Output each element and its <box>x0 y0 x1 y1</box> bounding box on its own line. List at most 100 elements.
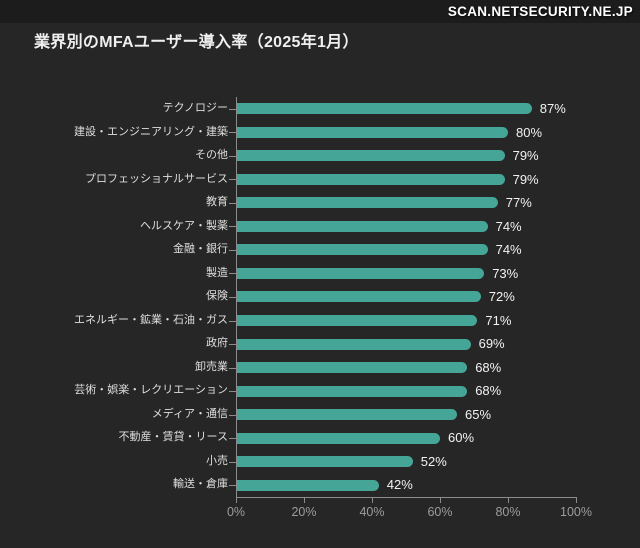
x-axis-tick-mark <box>576 498 577 503</box>
category-label: 不動産・賃貸・リース <box>118 431 228 444</box>
bar <box>237 244 488 256</box>
category-tick-mark <box>229 461 236 463</box>
category-label: その他 <box>195 149 228 162</box>
x-axis-tick-mark <box>236 498 237 503</box>
category-label: 政府 <box>206 337 228 350</box>
bar <box>237 267 485 279</box>
watermark-text: SCAN.NETSECURITY.NE.JP <box>447 4 633 19</box>
chart-row: 建設・エンジニアリング・建築 80% <box>0 121 640 145</box>
category-tick-mark <box>229 391 236 393</box>
category-tick-mark <box>229 202 236 204</box>
category-tick-mark <box>229 155 236 157</box>
chart-row: 政府 69% <box>0 332 640 356</box>
chart-row: 卸売業 68% <box>0 356 640 380</box>
value-label: 80% <box>516 124 543 140</box>
category-tick-mark <box>229 367 236 369</box>
category-label: 教育 <box>206 196 228 209</box>
chart-row: 芸術・娯楽・レクリエーション 68% <box>0 379 640 403</box>
chart-row: ヘルスケア・製薬 74% <box>0 215 640 239</box>
bar <box>237 173 505 185</box>
value-label: 79% <box>512 148 539 164</box>
bar-chart: テクノロジー 87% 建設・エンジニアリング・建築 80% その他 79% プロフェッショナ… <box>0 97 640 548</box>
bar <box>237 220 488 232</box>
bar <box>237 338 471 350</box>
bar <box>237 409 457 421</box>
category-tick-mark <box>229 273 236 275</box>
bar <box>237 103 532 115</box>
x-axis-tick-mark <box>508 498 509 503</box>
chart-row: プロフェッショナルサービス 79% <box>0 168 640 192</box>
category-label: 卸売業 <box>195 360 228 373</box>
value-label: 65% <box>465 406 492 422</box>
category-label: 小売 <box>206 454 228 467</box>
bar <box>237 456 413 468</box>
category-tick-mark <box>229 438 236 440</box>
bar <box>237 385 468 397</box>
chart-row: テクノロジー 87% <box>0 97 640 121</box>
category-tick-mark <box>229 108 236 110</box>
x-axis-tick-label: 100% <box>560 505 592 519</box>
category-label: 輸送・倉庫 <box>173 478 228 491</box>
chart-row: メディア・通信 65% <box>0 403 640 427</box>
y-axis-line <box>236 97 237 498</box>
chart-row: 保険 72% <box>0 285 640 309</box>
value-label: 60% <box>448 430 475 446</box>
chart-row: エネルギー・鉱業・石油・ガス 71% <box>0 309 640 333</box>
category-tick-mark <box>229 132 236 134</box>
chart-row: 小売 52% <box>0 450 640 474</box>
bar <box>237 150 505 162</box>
bar <box>237 432 440 444</box>
chart-row: 不動産・賃貸・リース 60% <box>0 426 640 450</box>
x-axis-tick-label: 20% <box>291 505 317 519</box>
category-label: ヘルスケア・製薬 <box>140 219 228 232</box>
bar <box>237 197 498 209</box>
category-label: メディア・通信 <box>151 407 228 420</box>
category-tick-mark <box>229 226 236 228</box>
value-label: 77% <box>505 195 532 211</box>
x-axis-tick-mark <box>440 498 441 503</box>
value-label: 73% <box>492 265 519 281</box>
x-axis-tick-label: 60% <box>427 505 453 519</box>
category-tick-mark <box>229 485 236 487</box>
value-label: 42% <box>386 477 413 493</box>
category-label: プロフェッショナルサービス <box>85 172 228 185</box>
chart-title: 業界別のMFAユーザー導入率（2025年1月） <box>34 34 359 51</box>
category-tick-mark <box>229 344 236 346</box>
category-label: 保険 <box>206 290 228 303</box>
x-axis-tick-label: 80% <box>495 505 521 519</box>
category-label: テクノロジー <box>162 102 228 114</box>
category-label: 製造 <box>206 266 228 279</box>
category-label: 芸術・娯楽・レクリエーション <box>74 384 228 397</box>
value-label: 68% <box>475 359 502 375</box>
bar <box>237 315 478 326</box>
bar <box>237 362 468 374</box>
category-label: エネルギー・鉱業・石油・ガス <box>74 313 228 326</box>
category-tick-mark <box>229 179 236 181</box>
x-axis-tick-mark <box>304 498 305 503</box>
value-label: 68% <box>475 383 502 399</box>
category-tick-mark <box>229 296 236 298</box>
chart-row: 教育 77% <box>0 191 640 215</box>
value-label: 74% <box>495 242 522 258</box>
value-label: 87% <box>539 101 566 116</box>
chart-row: 製造 73% <box>0 262 640 286</box>
bar <box>237 291 481 303</box>
chart-row: 輸送・倉庫 42% <box>0 473 640 497</box>
chart-row: その他 79% <box>0 144 640 168</box>
value-label: 71% <box>485 312 512 328</box>
x-axis-tick-label: 40% <box>359 505 385 519</box>
bar <box>237 479 379 491</box>
chart-row: 金融・銀行 74% <box>0 238 640 262</box>
category-tick-mark <box>229 249 236 251</box>
value-label: 74% <box>495 218 522 234</box>
value-label: 52% <box>420 453 447 469</box>
category-label: 金融・銀行 <box>173 243 228 256</box>
x-axis-tick-label: 0% <box>226 505 246 519</box>
value-label: 69% <box>478 336 505 352</box>
category-tick-mark <box>229 414 236 416</box>
value-label: 79% <box>512 171 539 187</box>
value-label: 72% <box>488 289 515 305</box>
x-axis-tick-mark <box>372 498 373 503</box>
x-axis-line <box>236 497 577 498</box>
